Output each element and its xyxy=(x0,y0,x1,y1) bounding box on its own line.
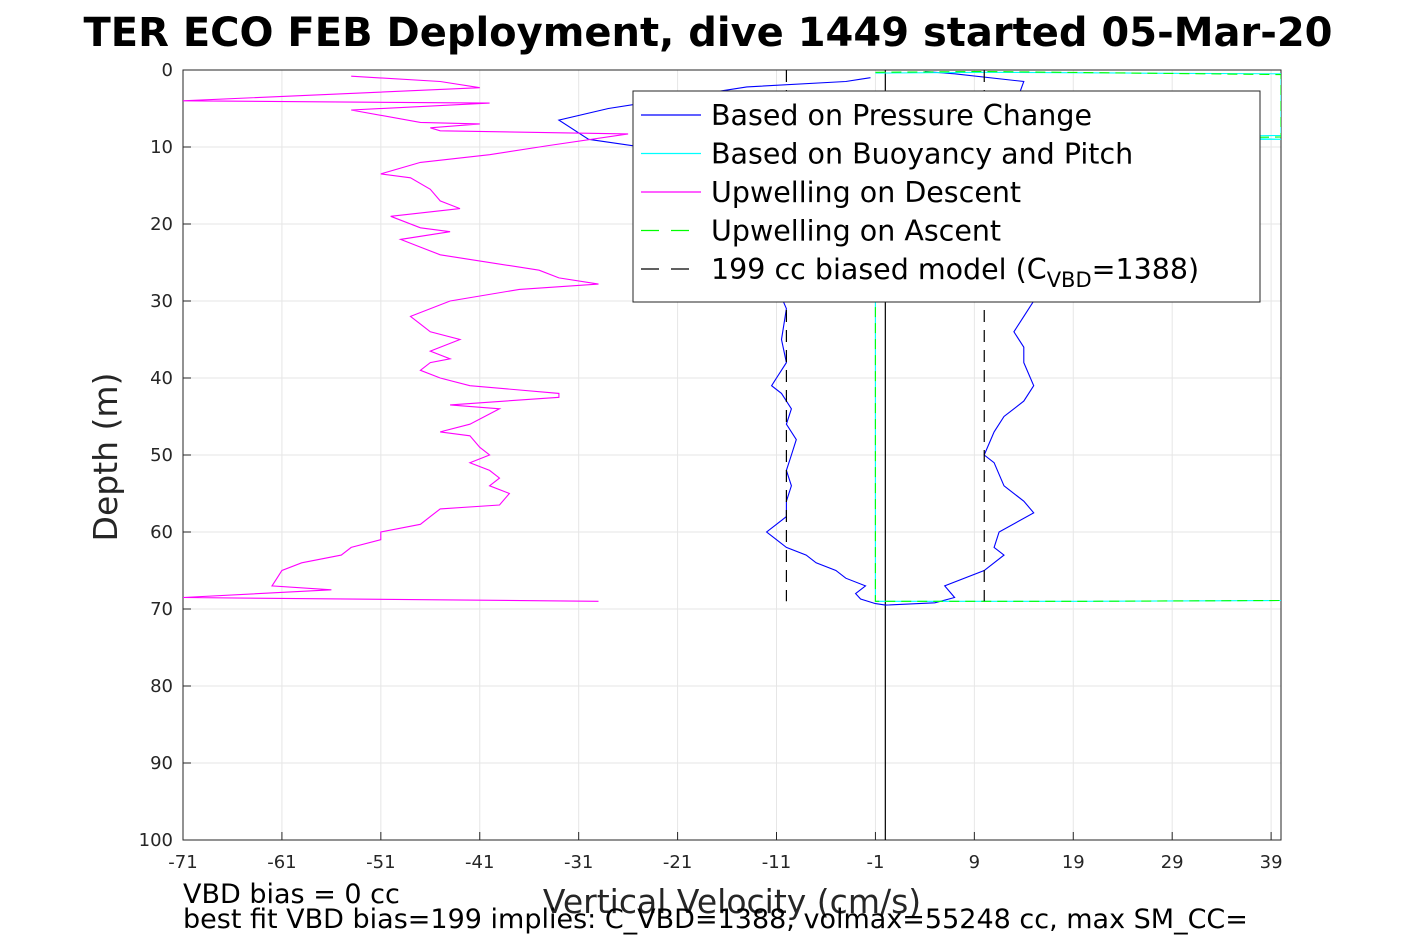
y-tick-label: 60 xyxy=(150,522,173,543)
y-tick-label: 0 xyxy=(162,60,173,81)
x-tick-label: -71 xyxy=(168,852,197,873)
x-tick-label: -51 xyxy=(366,852,395,873)
chart-title: TER ECO FEB Deployment, dive 1449 starte… xyxy=(83,10,1332,56)
legend-label: Upwelling on Descent xyxy=(711,176,1021,209)
legend-label: Based on Buoyancy and Pitch xyxy=(711,138,1133,171)
y-tick-label: 70 xyxy=(150,599,173,620)
legend-box xyxy=(632,90,1261,303)
x-tick-label: 39 xyxy=(1260,852,1283,873)
legend-label-end: =1388) xyxy=(1092,253,1200,286)
y-tick-label: 80 xyxy=(150,676,173,697)
x-tick-label: 29 xyxy=(1161,852,1184,873)
x-tick-label: -1 xyxy=(866,852,884,873)
x-tick-label: -11 xyxy=(762,852,791,873)
tick-labels: -71 -61 -51 -41 -31 -21 -11 -1 9 19 29 39 0 10 20 30 40 5… xyxy=(139,60,1283,873)
legend-label-subscript: VBD xyxy=(1047,268,1092,292)
legend-label: Upwelling on Ascent xyxy=(711,215,1001,248)
y-tick-label: 40 xyxy=(150,368,173,389)
y-tick-label: 10 xyxy=(150,137,173,158)
legend-label-main: 199 cc biased model (C xyxy=(711,253,1047,286)
y-axis-label: Depth (m) xyxy=(86,373,125,542)
series-2-line xyxy=(183,75,629,602)
x-tick-label: 19 xyxy=(1062,852,1085,873)
x-tick-label: 9 xyxy=(969,852,980,873)
y-tick-label: 20 xyxy=(150,214,173,235)
y-tick-label: 50 xyxy=(150,445,173,466)
legend-label: Based on Pressure Change xyxy=(711,99,1092,132)
annotation-best-fit: best fit VBD bias=199 implies: C_VBD=138… xyxy=(183,904,1248,935)
y-tick-label: 90 xyxy=(150,753,173,774)
y-tick-label: 30 xyxy=(150,291,173,312)
x-axis-label: Vertical Velocity (cm/s) xyxy=(543,882,921,921)
legend: Based on Pressure Change Based on Buoyanc… xyxy=(632,90,1261,303)
legend-label: 199 cc biased model (CVBD=1388) xyxy=(711,253,1199,292)
x-tick-label: -41 xyxy=(465,852,494,873)
x-tick-label: -31 xyxy=(564,852,593,873)
x-tick-label: -21 xyxy=(663,852,692,873)
x-tick-label: -61 xyxy=(267,852,296,873)
annotation-vbd-bias: VBD bias = 0 cc xyxy=(183,879,400,910)
y-tick-label: 100 xyxy=(139,830,173,851)
